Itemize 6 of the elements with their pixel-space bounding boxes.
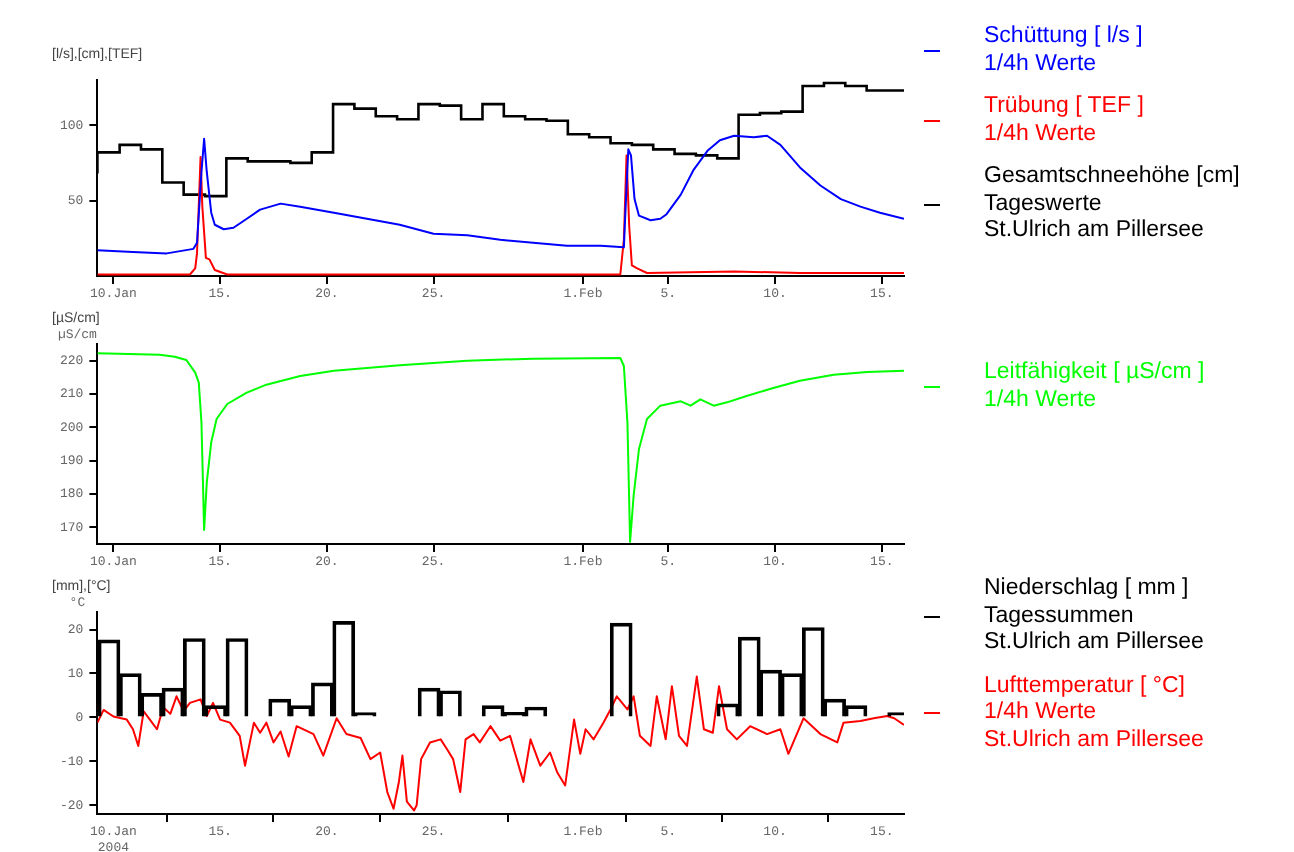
legend-label: Niederschlag [ mm ] Tagessummen St.Ulrich am Pillersee (984, 576, 1204, 657)
legend-label: Schüttung [ l/s ] 1/4h Werte (984, 24, 1143, 78)
legend-label: Trübung [ TEF ] 1/4h Werte (984, 94, 1144, 148)
legend-label: Lufttemperatur [ °C] 1/4h Werte St.Ulrich am Pillersee (984, 673, 1204, 754)
legend-label: Gesamtschneehöhe [cm] Tageswerte St.Ulrich am Pillersee (984, 164, 1240, 245)
legend-label: Leitfähigkeit [ µS/cm ] 1/4h Werte (984, 360, 1205, 414)
